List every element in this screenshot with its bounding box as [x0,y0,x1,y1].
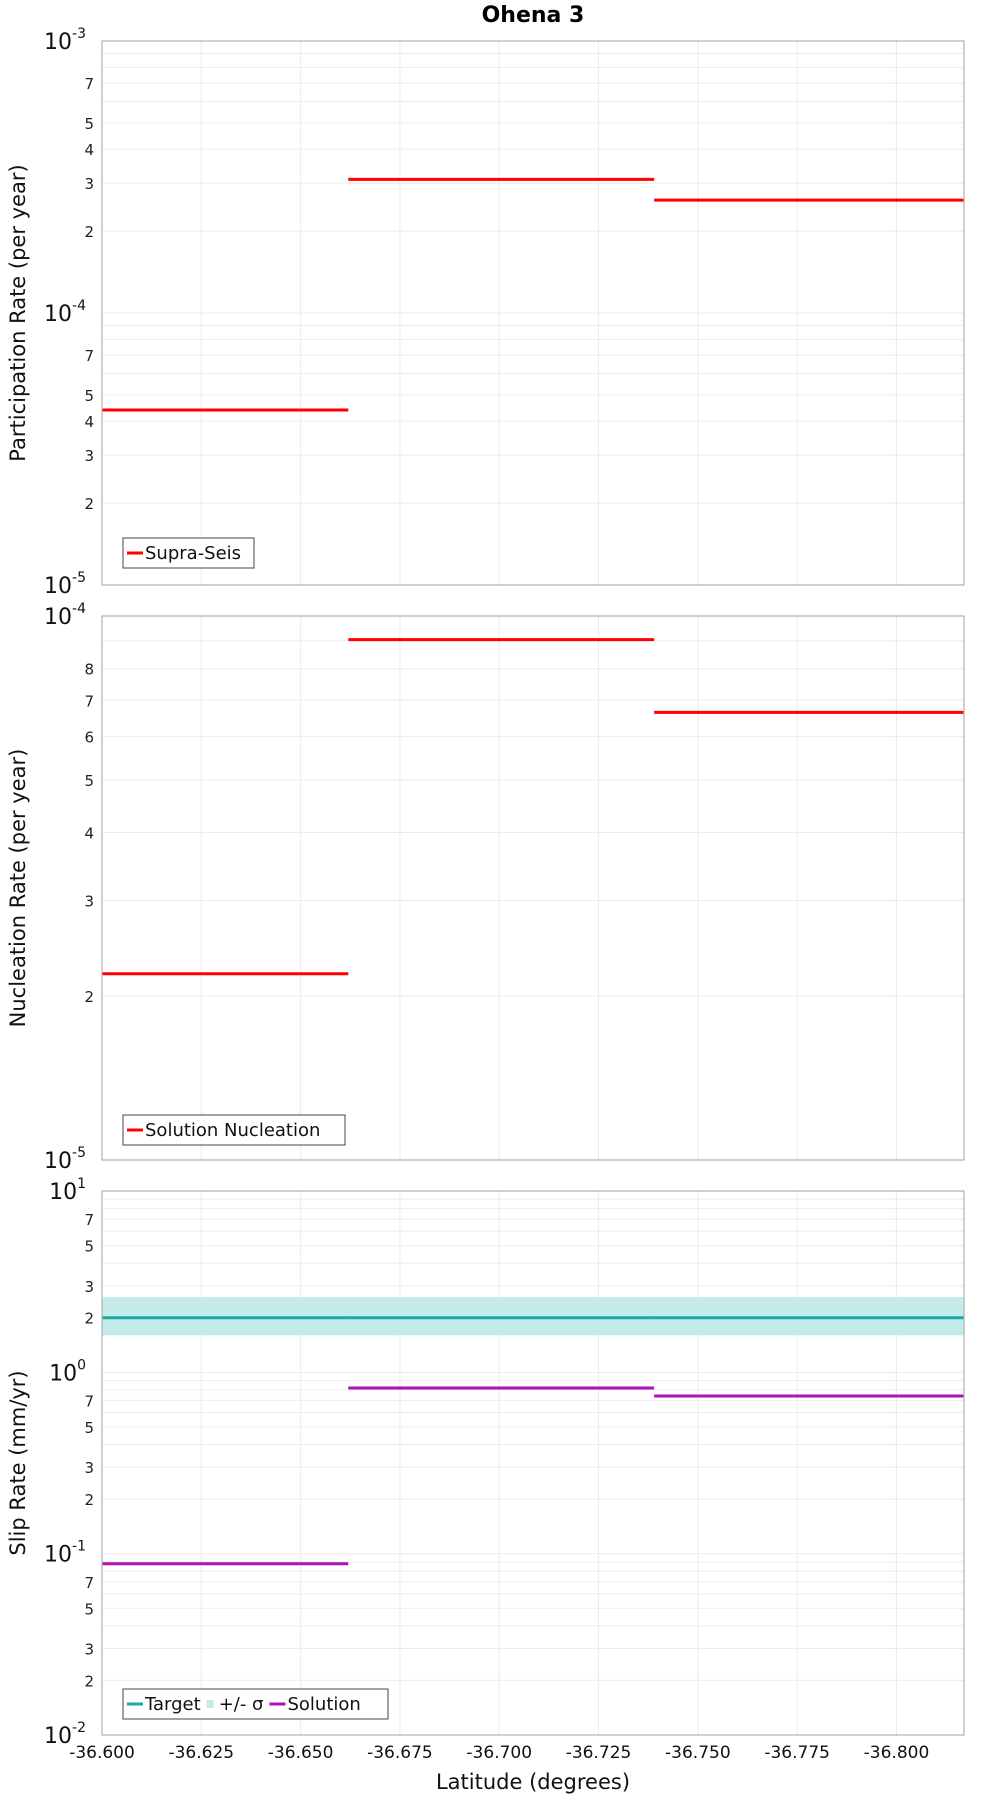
y-tick-label: 10-4 [44,298,86,327]
y-tick-label: 10-5 [44,570,86,599]
y-tick-label: 10-4 [44,601,86,630]
x-tick-label: -36.800 [864,1743,930,1763]
y-tick-label: 2 [84,1491,94,1509]
y-tick-label: 5 [84,387,94,405]
y-tick-label: 7 [84,75,94,93]
y-tick-label: 10-2 [44,1720,86,1749]
y-tick-label: 5 [84,1238,94,1256]
y-tick-label: 7 [84,1574,94,1592]
y-tick-label: 3 [84,1278,94,1296]
y-tick-label: 10-5 [44,1145,86,1174]
y-axis-label: Participation Rate (per year) [6,164,30,461]
panel-3: 10-2 2 3 5 7 10-1 2 3 5 7 100 2 3 5 7 101 Slip Rate (mm/… [6,1176,965,1749]
y-tick-label: 3 [84,1459,94,1477]
y-tick-label: 4 [84,824,94,842]
x-tick-label: -36.650 [268,1743,334,1763]
x-tick-label: -36.625 [168,1743,234,1763]
y-tick-label: 3 [84,892,94,910]
legend: Supra-Seis [122,537,255,569]
y-tick-label: 10-1 [44,1539,86,1568]
x-tick-label: -36.750 [665,1743,731,1763]
x-tick-label: -36.600 [69,1743,135,1763]
y-tick-label: 7 [84,1211,94,1229]
legend: Target +/- σ Solution [122,1688,389,1720]
panel-2: 10-5 2 3 4 5 6 7 8 10-4 Nucleation Rate (per year… [6,601,965,1174]
legend-box [122,1688,389,1720]
y-axis-label: Slip Rate (mm/yr) [6,1370,30,1555]
y-tick-label: 5 [84,115,94,133]
y-tick-label: 4 [84,413,94,431]
y-tick-label: 7 [84,1392,94,1410]
legend-label: Target [144,1694,201,1715]
y-tick-label: 7 [84,347,94,365]
legend-swatch [206,1700,214,1708]
legend-label: Solution [287,1694,360,1715]
y-tick-label: 7 [84,692,94,710]
y-tick-label: 3 [84,447,94,465]
legend-label: +/- σ [219,1694,264,1715]
x-axis-label: Latitude (degrees) [436,1770,630,1794]
y-tick-label: 6 [84,729,94,747]
y-tick-label: 2 [84,223,94,241]
y-tick-label: 101 [49,1176,86,1205]
y-tick-label: 2 [84,988,94,1006]
y-tick-label: 5 [84,1600,94,1618]
y-tick-label: 3 [84,175,94,193]
legend-box [122,1114,346,1146]
panel-1: 10-5 2 3 4 5 7 10-4 2 3 4 5 7 10-3 Participation Rate… [6,26,965,599]
legend-label: Solution Nucleation [145,1120,320,1141]
legend: Solution Nucleation [122,1114,346,1146]
plot-frame [101,615,965,1161]
x-tick-label: -36.725 [566,1743,632,1763]
chart-title: Ohena 3 [482,3,585,28]
y-tick-label: 2 [84,1310,94,1328]
x-tick-label: -36.700 [466,1743,532,1763]
x-tick-label: -36.675 [367,1743,433,1763]
y-tick-label: 5 [84,772,94,790]
x-tick-label: -36.775 [764,1743,830,1763]
x-axis: -36.600 -36.625 -36.650 -36.675 -36.700 -36.7… [69,1743,929,1794]
plot-frame [101,40,965,586]
y-axis-label: Nucleation Rate (per year) [6,749,30,1028]
y-tick-label: 5 [84,1419,94,1437]
legend-box [122,537,255,569]
y-tick-label: 10-3 [44,26,86,55]
y-tick-label: 8 [84,661,94,679]
y-tick-label: 2 [84,1672,94,1690]
plot-frame [101,1190,965,1736]
y-tick-label: 2 [84,495,94,513]
sigma-band [102,1297,964,1336]
y-tick-label: 4 [84,141,94,159]
y-tick-label: 100 [49,1357,86,1386]
legend-label: Supra-Seis [145,543,241,564]
y-tick-label: 3 [84,1640,94,1658]
